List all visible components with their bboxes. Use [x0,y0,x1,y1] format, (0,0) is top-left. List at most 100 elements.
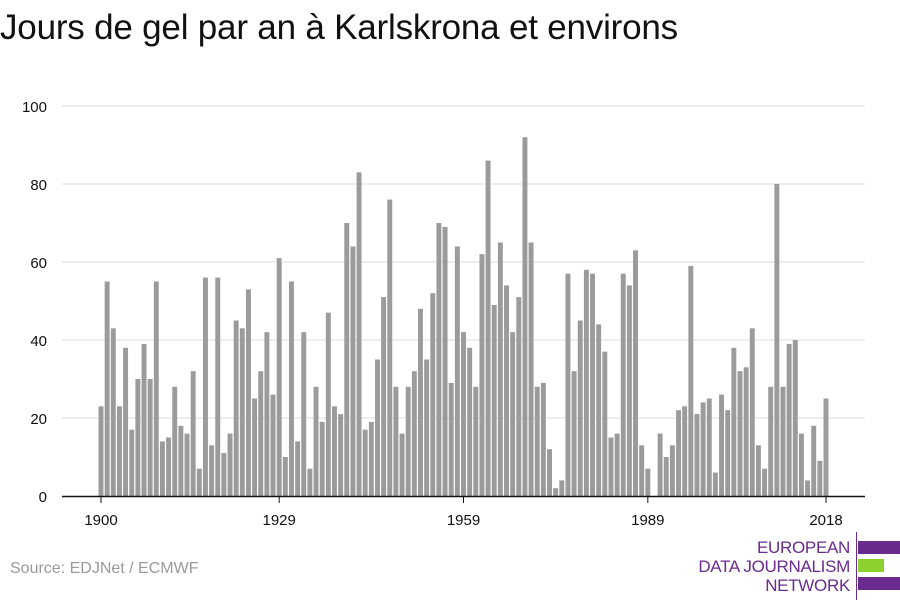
bar-1955 [436,223,442,496]
bar-1995 [682,406,688,496]
logo-bar-purple-top [858,541,900,554]
bar-1968 [516,297,522,496]
bar-2009 [768,386,774,496]
bar-1950 [405,386,411,496]
bar-1999 [706,398,712,496]
bar-1965 [497,242,503,496]
bar-2010 [774,184,780,496]
bar-2007 [755,445,761,496]
bar-1974 [553,488,559,496]
bar-1975 [559,480,565,496]
bar-1917 [202,277,208,496]
bar-1914 [184,433,190,496]
y-tick-label: 80 [30,177,47,194]
bar-2011 [780,386,786,496]
bar-1994 [676,410,682,496]
logo-divider [856,532,857,600]
bar-1963 [485,160,491,496]
bar-1936 [319,421,325,496]
bar-chart: 0 20 40 60 80 100 1900 1929 1959 1989 2018 [22,99,865,529]
bar-2001 [719,394,725,496]
bar-1986 [626,285,632,496]
bar-1978 [577,320,583,496]
bar-1928 [270,394,276,496]
bar-1939 [338,414,344,496]
bar-1944 [368,421,374,496]
bar-1922 [233,320,239,496]
bar-1915 [190,371,196,496]
bar-1931 [288,281,294,496]
bar-1997 [694,414,700,496]
bar-1932 [295,441,301,496]
bar-1913 [178,425,184,496]
bar-1933 [301,332,307,496]
bar-1942 [356,172,362,497]
bar-2000 [712,472,718,496]
bar-1969 [522,137,528,496]
bar-1984 [614,433,620,496]
bar-1946 [381,297,387,496]
x-axis: 1900 1929 1959 1989 2018 [62,495,865,529]
x-tick-label: 1959 [447,512,480,529]
bar-1941 [350,246,356,496]
bars [98,137,829,497]
bar-2015 [805,480,811,496]
bar-1954 [430,293,436,496]
bar-1916 [196,468,202,496]
logo-text-network: NETWORK [765,576,850,595]
bar-1980 [590,273,595,496]
bar-1907 [141,343,147,496]
bar-1923 [239,328,245,496]
bar-1945 [375,359,380,496]
bar-1964 [491,304,497,496]
bar-1966 [504,285,509,496]
bar-1958 [454,246,460,496]
bar-1919 [215,277,221,496]
bar-2013 [792,340,798,496]
y-axis-tick-labels: 0 20 40 60 80 100 [22,99,47,506]
bar-1952 [418,308,423,496]
bar-1991 [657,433,663,496]
bar-1979 [583,269,589,496]
bar-1905 [129,429,135,496]
bar-1960 [467,347,473,496]
bar-1983 [608,437,614,496]
logo-text-data-journalism: DATA JOURNALISM [698,557,850,576]
bar-1957 [448,382,454,496]
bar-1902 [110,328,116,496]
y-tick-label: 0 [39,489,47,506]
bar-1981 [596,324,602,496]
bar-1985 [620,273,626,496]
y-tick-label: 20 [30,411,47,428]
bar-1951 [411,371,417,496]
logo-bar-purple-bottom [858,577,900,590]
bar-1956 [442,226,448,496]
bar-2006 [749,328,755,496]
bar-2005 [743,367,749,496]
chart-title: Jours de gel par an à Karlskrona et envi… [0,8,678,47]
x-tick-label: 1900 [84,512,117,529]
bar-1921 [227,433,233,496]
bar-1948 [393,386,399,496]
bar-1982 [602,351,608,496]
bar-1949 [399,433,405,496]
bar-1961 [473,386,479,496]
bar-1987 [633,250,638,496]
y-tick-label: 100 [22,99,47,116]
bar-1912 [172,386,178,496]
bar-1900 [98,406,104,496]
bar-2018 [823,398,829,496]
bar-2003 [731,347,737,496]
bar-1903 [116,406,122,496]
bar-2012 [786,343,792,496]
bar-1976 [565,273,571,496]
source-note: Source: EDJNet / ECMWF [10,560,199,577]
bar-1927 [264,332,270,496]
bar-1911 [166,437,172,496]
x-tick-label: 2018 [809,512,842,529]
bar-1959 [461,332,466,496]
bar-1904 [123,347,129,496]
bar-1934 [307,468,313,496]
bar-2008 [762,468,768,496]
bar-1962 [479,254,485,496]
